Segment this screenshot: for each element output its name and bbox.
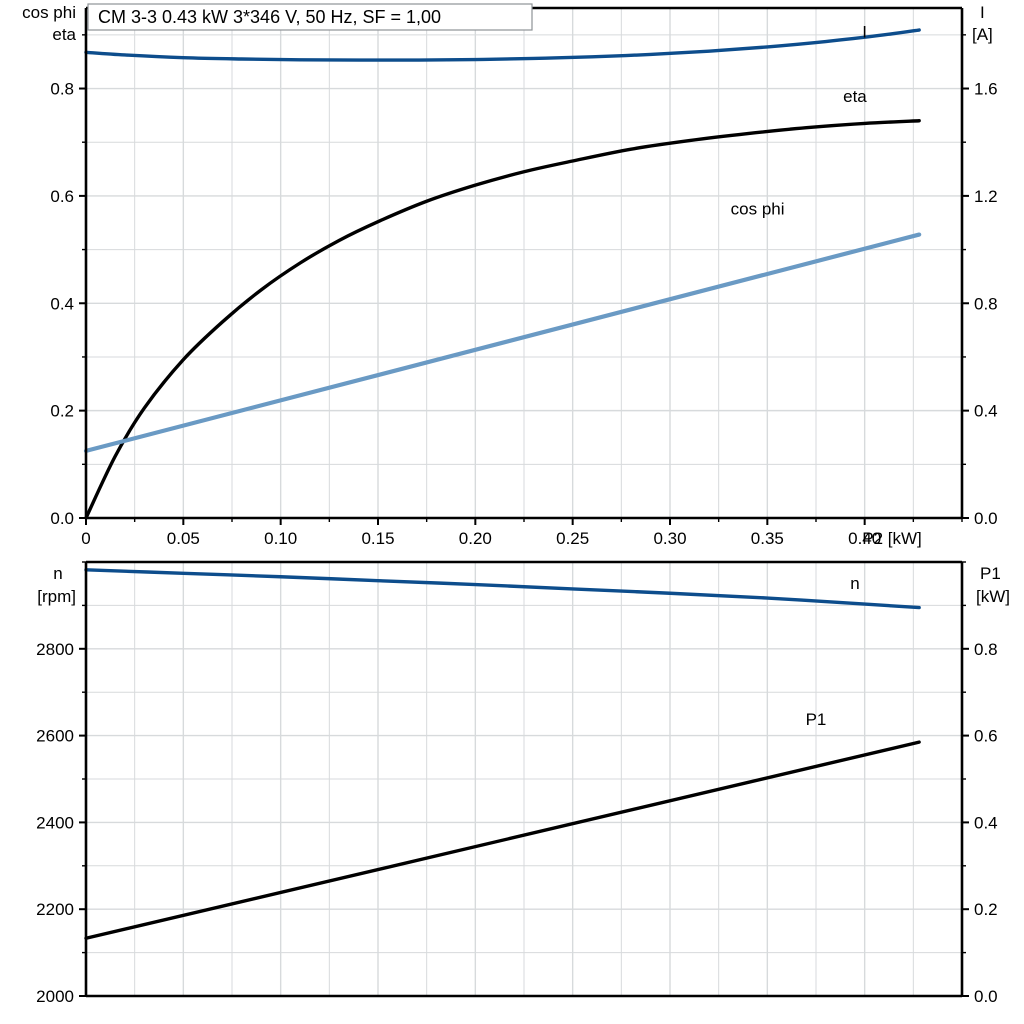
- upper-plot-xtick-label: 0.35: [751, 529, 784, 548]
- upper-plot-xtick-label: 0.40: [848, 529, 881, 548]
- upper-plot-xtick-label: 0.30: [653, 529, 686, 548]
- upper-plot-xtick-label: 0.15: [361, 529, 394, 548]
- upper-plot-ytick-label-left: 0.2: [50, 402, 74, 421]
- lower-plot-curve-n: [84, 568, 921, 610]
- upper-plot-ytick-label-left: 0.0: [50, 509, 74, 528]
- lower-plot-ytick-label-right: 0.8: [974, 640, 998, 659]
- lower-plot-ytick-label-right: 0.0: [974, 987, 998, 1006]
- yaxis-title-speed-unit: [rpm]: [37, 587, 76, 606]
- upper-plot-curve-eta: [84, 119, 921, 520]
- upper-plot-ytick-label-right: 1.6: [974, 80, 998, 99]
- yaxis-title-power-unit: [kW]: [976, 587, 1010, 606]
- upper-plot-xtick-label: 0.05: [167, 529, 200, 548]
- upper-plot-xtick-label: 0.25: [556, 529, 589, 548]
- upper-plot-ytick-label-right: 0.8: [974, 294, 998, 313]
- upper-plot-xtick-label: 0.10: [264, 529, 297, 548]
- lower-plot-curve-label-P1: P1: [806, 710, 827, 729]
- yaxis-title-current-unit: [A]: [972, 25, 993, 44]
- upper-plot-curve-I: [84, 28, 921, 62]
- lower-plot-ytick-label-left: 2600: [36, 727, 74, 746]
- lower-plot-ytick-label-right: 0.4: [974, 813, 998, 832]
- upper-plot-curve-label-eta: eta: [843, 87, 867, 106]
- upper-plot-ytick-label-right: 1.2: [974, 187, 998, 206]
- lower-plot-ytick-label-left: 2800: [36, 640, 74, 659]
- yaxis-title-eta: eta: [52, 25, 76, 44]
- upper-plot-ytick-label-right: 0.0: [974, 509, 998, 528]
- upper-plot-xtick-label: 0.20: [459, 529, 492, 548]
- title-label: CM 3-3 0.43 kW 3*346 V, 50 Hz, SF = 1,00: [98, 7, 441, 27]
- title-box: [87, 3, 533, 31]
- upper-plot-xtick-label: 0: [81, 529, 90, 548]
- yaxis-title-speed: n: [53, 564, 62, 583]
- lower-plot-curve-label-n: n: [850, 574, 859, 593]
- xaxis-title-p2: P2 [kW]: [862, 529, 922, 548]
- upper-plot-ytick-label-left: 0.6: [50, 187, 74, 206]
- upper-plot-curve-label-I: I: [862, 23, 867, 42]
- lower-plot-ytick-label-left: 2200: [36, 900, 74, 919]
- lower-plot-ytick-label-left: 2000: [36, 987, 74, 1006]
- upper-plot-curve-label-cos-phi: cos phi: [731, 200, 785, 219]
- upper-plot-curve-cos-phi: [83, 232, 922, 453]
- yaxis-title-power: P1: [980, 564, 1001, 583]
- lower-plot-ytick-label-right: 0.6: [974, 727, 998, 746]
- lower-plot-curve-P1: [84, 740, 921, 940]
- yaxis-title-cos-phi: cos phi: [22, 3, 76, 22]
- upper-plot-ytick-label-right: 0.4: [974, 402, 998, 421]
- yaxis-title-current: I: [980, 3, 985, 22]
- lower-plot-ytick-label-right: 0.2: [974, 900, 998, 919]
- upper-plot-ytick-label-left: 0.4: [50, 294, 74, 313]
- lower-plot-ytick-label-left: 2400: [36, 813, 74, 832]
- upper-plot-ytick-label-left: 0.8: [50, 80, 74, 99]
